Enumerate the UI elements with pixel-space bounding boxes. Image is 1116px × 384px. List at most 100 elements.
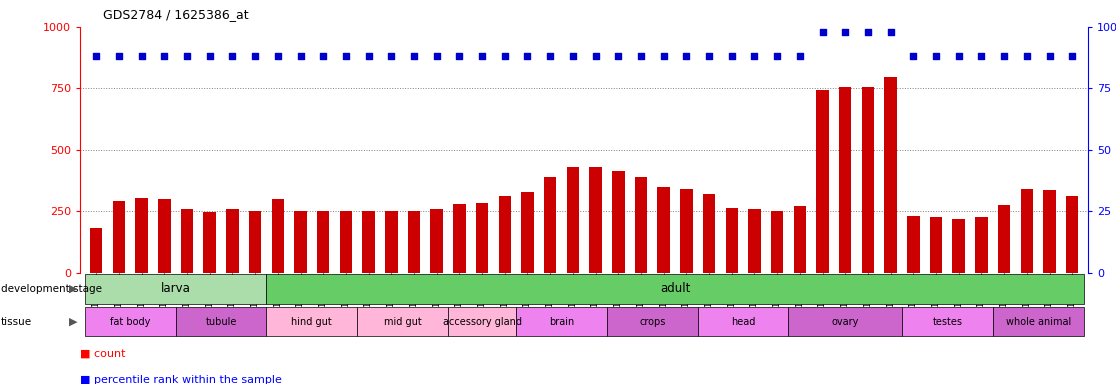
Text: whole animal: whole animal xyxy=(1006,316,1070,327)
Bar xyxy=(516,307,607,336)
Bar xyxy=(363,211,375,273)
Point xyxy=(155,53,173,60)
Bar xyxy=(295,211,307,273)
Bar xyxy=(698,307,789,336)
Point xyxy=(473,53,491,60)
Bar xyxy=(90,228,103,273)
Text: brain: brain xyxy=(549,316,574,327)
Text: ▶: ▶ xyxy=(68,284,77,294)
Bar xyxy=(448,307,516,336)
Text: adult: adult xyxy=(660,283,690,295)
Bar xyxy=(771,211,783,273)
Text: crops: crops xyxy=(639,316,665,327)
Bar xyxy=(158,199,171,273)
Bar xyxy=(431,209,443,273)
Bar xyxy=(339,211,353,273)
Point xyxy=(950,53,968,60)
Bar xyxy=(181,209,193,273)
Point xyxy=(223,53,241,60)
Bar xyxy=(816,89,829,273)
Point xyxy=(519,53,537,60)
Point xyxy=(247,53,264,60)
Point xyxy=(291,53,309,60)
Point xyxy=(496,53,513,60)
Bar xyxy=(789,307,902,336)
Bar xyxy=(85,307,175,336)
Text: hind gut: hind gut xyxy=(291,316,333,327)
Bar xyxy=(267,274,1084,304)
Bar xyxy=(317,211,329,273)
Text: GDS2784 / 1625386_at: GDS2784 / 1625386_at xyxy=(103,8,248,21)
Bar xyxy=(748,209,761,273)
Point xyxy=(814,29,831,35)
Bar xyxy=(725,208,738,273)
Point xyxy=(451,53,469,60)
Point xyxy=(723,53,741,60)
Bar xyxy=(902,307,993,336)
Point xyxy=(882,29,899,35)
Point xyxy=(655,53,673,60)
Bar xyxy=(907,216,920,273)
Text: larva: larva xyxy=(161,283,191,295)
Text: ovary: ovary xyxy=(831,316,859,327)
Point xyxy=(904,53,922,60)
Bar xyxy=(499,197,511,273)
Point xyxy=(632,53,650,60)
Point xyxy=(995,53,1013,60)
Text: head: head xyxy=(731,316,756,327)
Text: ■ percentile rank within the sample: ■ percentile rank within the sample xyxy=(80,375,282,384)
Bar xyxy=(975,217,988,273)
Point xyxy=(587,53,605,60)
Point xyxy=(201,53,219,60)
Point xyxy=(836,29,854,35)
Bar xyxy=(1066,197,1078,273)
Bar xyxy=(952,218,965,273)
Bar xyxy=(249,211,261,273)
Point xyxy=(927,53,945,60)
Bar xyxy=(635,177,647,273)
Bar xyxy=(793,206,806,273)
Text: fat body: fat body xyxy=(110,316,151,327)
Bar xyxy=(85,274,267,304)
Bar xyxy=(113,201,125,273)
Point xyxy=(427,53,445,60)
Text: ■ count: ■ count xyxy=(80,348,126,358)
Text: accessory gland: accessory gland xyxy=(443,316,521,327)
Point xyxy=(359,53,377,60)
Point xyxy=(1018,53,1036,60)
Bar xyxy=(407,211,421,273)
Bar xyxy=(839,87,852,273)
Bar xyxy=(203,212,217,273)
Bar xyxy=(589,167,602,273)
Bar xyxy=(475,203,489,273)
Bar xyxy=(680,189,693,273)
Bar xyxy=(175,307,267,336)
Bar xyxy=(993,307,1084,336)
Point xyxy=(677,53,695,60)
Point xyxy=(337,53,355,60)
Point xyxy=(972,53,990,60)
Bar xyxy=(135,198,148,273)
Text: tissue: tissue xyxy=(1,316,32,327)
Bar xyxy=(267,307,357,336)
Bar xyxy=(385,211,397,273)
Bar xyxy=(1020,189,1033,273)
Bar xyxy=(521,192,533,273)
Point xyxy=(859,29,877,35)
Point xyxy=(609,53,627,60)
Point xyxy=(1064,53,1081,60)
Point xyxy=(768,53,786,60)
Point xyxy=(87,53,105,60)
Point xyxy=(700,53,718,60)
Bar xyxy=(271,199,285,273)
Point xyxy=(179,53,196,60)
Text: tubule: tubule xyxy=(205,316,237,327)
Point xyxy=(133,53,151,60)
Bar xyxy=(607,307,698,336)
Point xyxy=(791,53,809,60)
Text: testes: testes xyxy=(932,316,962,327)
Point xyxy=(745,53,763,60)
Bar xyxy=(612,170,625,273)
Point xyxy=(564,53,581,60)
Point xyxy=(110,53,128,60)
